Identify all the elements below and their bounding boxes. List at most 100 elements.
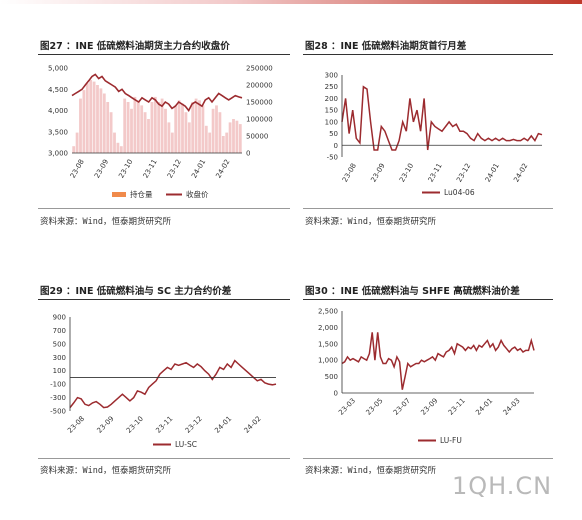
open-interest-bar	[170, 132, 174, 153]
legend-label-close-price: 收盘价	[186, 189, 209, 199]
y-tick-7: -50	[327, 154, 338, 162]
x-tick-1: 23-05	[365, 397, 385, 417]
open-interest-bar	[102, 93, 106, 153]
open-interest-bar	[106, 102, 110, 153]
open-interest-bar	[221, 136, 225, 153]
y-tick-6: -300	[50, 394, 66, 402]
x-tick-0: 23-03	[337, 397, 357, 417]
open-interest-bar	[177, 100, 181, 153]
y-tick-0: 300	[325, 72, 338, 80]
open-interest-bar	[204, 125, 208, 153]
x-tick-0: 23-08	[341, 162, 358, 184]
y-tick-4: 100	[325, 118, 338, 126]
y-left-tick-0: 5,000	[48, 65, 68, 73]
y-right-tick-4: 50000	[246, 133, 268, 141]
x-tick-3: 23-11	[154, 415, 174, 435]
open-interest-bar	[113, 132, 116, 153]
open-interest-bar	[119, 146, 123, 153]
panel-29-title: 图29 ：INE 低硫燃料油与 SC 主力合约价差	[40, 286, 232, 297]
open-interest-bar	[153, 96, 157, 153]
y-tick-2: 500	[53, 340, 66, 348]
top-accent-bar	[0, 0, 582, 4]
open-interest-bar	[218, 112, 222, 153]
open-interest-bar	[181, 103, 184, 153]
panel-30-divider	[303, 299, 553, 300]
y-right-tick-2: 150000	[246, 99, 273, 107]
y-tick-4: 500	[325, 373, 338, 381]
x-tick-3: 23-09	[419, 397, 439, 417]
panel-27-title: 图27 ：INE 低硫燃料油期货主力合约收盘价	[40, 41, 230, 52]
y-left-tick-4: 3,000	[48, 150, 68, 158]
x-tick-6: 24-02	[214, 158, 231, 180]
legend-label: Lu04-06	[444, 188, 475, 197]
y-tick-5: 50	[329, 130, 338, 138]
y-tick-4: 100	[53, 367, 66, 375]
open-interest-bar	[147, 119, 150, 153]
open-interest-bar	[160, 98, 164, 153]
y-tick-7: -500	[50, 408, 66, 416]
x-tick-0: 23-08	[69, 158, 86, 180]
open-interest-bar	[174, 105, 178, 153]
panel-29-source: 资料来源：Wind，恒泰期货研究所	[40, 466, 171, 476]
x-tick-1: 23-09	[96, 415, 116, 435]
open-interest-bar	[109, 112, 113, 153]
y-left-tick-2: 4,000	[48, 107, 68, 115]
panel-27-bottom-divider	[38, 208, 290, 209]
open-interest-bar	[133, 96, 137, 153]
x-tick-6: 24-02	[243, 415, 263, 435]
x-tick-3: 23-11	[142, 158, 159, 180]
y-tick-1: 250	[325, 83, 338, 91]
panel-30-source: 资料来源：Wind，恒泰期货研究所	[305, 466, 436, 476]
x-tick-4: 23-11	[447, 397, 467, 417]
x-tick-2: 23-10	[117, 158, 134, 180]
open-interest-bar	[72, 146, 76, 153]
x-tick-1: 23-09	[93, 158, 110, 180]
x-tick-5: 24-01	[190, 158, 207, 180]
series-line	[341, 85, 543, 151]
watermark-logo: 1QH.CN	[452, 472, 553, 500]
panel-28-title: 图28 ：INE 低硫燃料油期货首行月差	[305, 41, 467, 52]
open-interest-bar	[75, 132, 79, 153]
open-interest-bar	[89, 79, 93, 153]
y-right-tick-1: 200000	[246, 82, 273, 90]
open-interest-bar	[82, 90, 86, 153]
panel-29-divider	[38, 299, 290, 300]
open-interest-bar	[194, 98, 198, 153]
open-interest-bar	[232, 119, 235, 153]
x-tick-2: 23-07	[392, 397, 412, 417]
open-interest-bar	[136, 102, 140, 153]
open-interest-bar	[225, 132, 229, 153]
x-tick-0: 23-08	[66, 415, 86, 435]
open-interest-bar	[150, 102, 154, 153]
open-interest-bar	[92, 81, 96, 153]
y-left-tick-3: 3,500	[48, 128, 68, 136]
open-interest-bar	[198, 100, 201, 153]
y-right-tick-0: 250000	[246, 65, 273, 73]
panel-28-divider	[303, 54, 553, 55]
y-tick-5: 0	[334, 390, 338, 398]
y-left-tick-1: 4,500	[48, 86, 68, 94]
y-tick-1: 700	[53, 327, 66, 335]
x-tick-4: 23-12	[166, 158, 183, 180]
open-interest-bar	[157, 102, 161, 153]
open-interest-bar	[184, 112, 188, 153]
close-price-line	[71, 73, 243, 112]
open-interest-bar	[215, 105, 218, 153]
open-interest-bar	[228, 122, 232, 153]
open-interest-bar	[167, 122, 171, 153]
open-interest-bar	[187, 122, 191, 153]
panel-28-source: 资料来源：Wind，恒泰期货研究所	[305, 217, 436, 227]
panel-27-source: 资料来源：Wind，恒泰期货研究所	[40, 217, 171, 227]
open-interest-bar	[201, 105, 205, 153]
x-tick-4: 23-12	[184, 415, 204, 435]
open-interest-bar	[99, 88, 103, 153]
y-tick-3: 1,000	[318, 357, 338, 365]
y-tick-5: -100	[50, 381, 66, 389]
panel-28-bottom-divider	[303, 208, 553, 209]
panel-27-chart: 5,000 4,500 4,000 3,500 3,000 250000 200000 150…	[48, 65, 273, 200]
open-interest-bar	[126, 102, 130, 153]
open-interest-bar	[130, 108, 133, 153]
x-tick-5: 24-01	[484, 162, 501, 184]
y-tick-2: 200	[325, 95, 338, 103]
